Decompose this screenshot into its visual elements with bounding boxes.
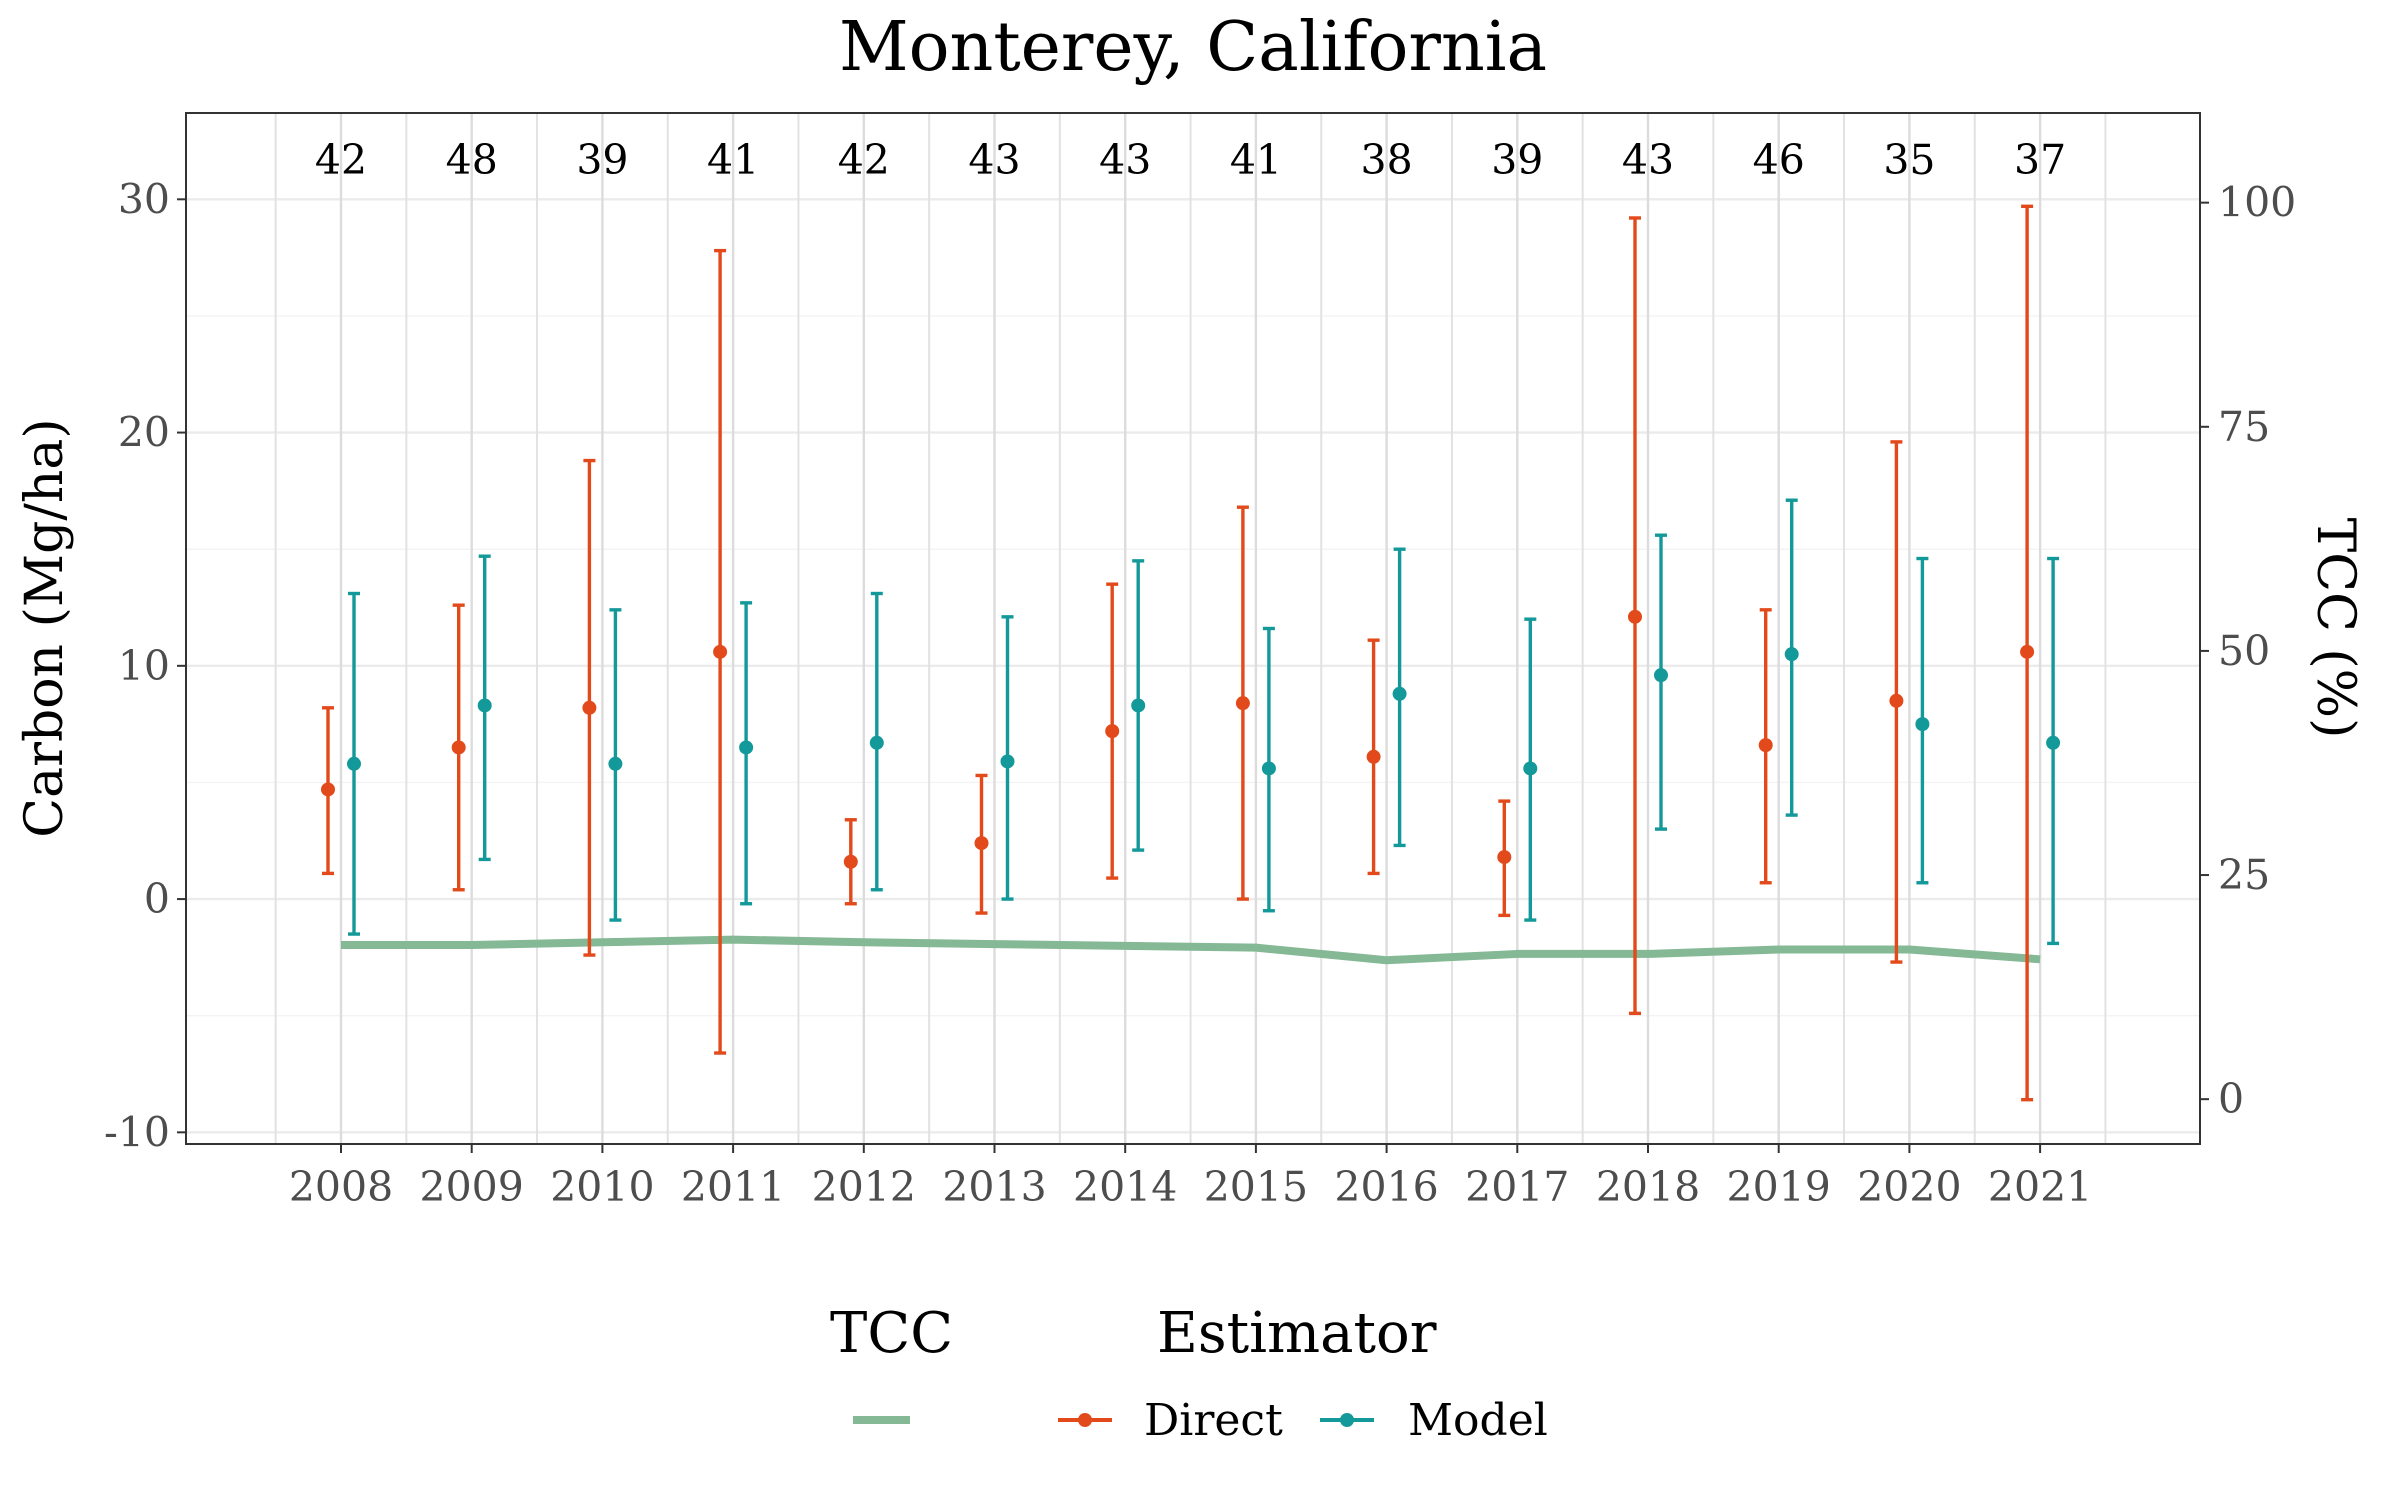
x-tick-label: 2021 [1988,1163,2092,1211]
model-point [1784,647,1799,662]
count-label: 41 [1230,136,1282,184]
x-tick-label: 2020 [1857,1163,1961,1211]
x-tick-label: 2012 [812,1163,916,1211]
legend-title-estimator: Estimator [1157,1301,1437,1366]
model-point [2046,735,2061,750]
grid-layer [186,113,2200,1144]
y-tick-label: -10 [104,1108,170,1156]
direct-point [1366,749,1381,764]
model-point [347,756,361,771]
chart-title: Monterey, California [839,8,1547,87]
marks-layer [321,204,2061,1102]
y2-tick-label: 25 [2218,851,2270,899]
plot-panel-border [185,112,2201,1145]
tcc-line [341,935,2041,965]
model-point [1654,668,1668,683]
y2-tick-label: 75 [2218,403,2270,451]
direct-point [1628,609,1642,624]
count-label: 43 [1622,136,1674,184]
direct-point [451,740,466,755]
direct-point [843,854,858,869]
legend-title-tcc: TCC [830,1301,953,1366]
model-point [1261,761,1276,776]
direct-point [582,700,597,715]
legend-label-direct: Direct [1144,1395,1283,1446]
direct-point [1497,850,1512,865]
count-label: 43 [1099,136,1151,184]
count-label: 42 [838,136,890,184]
x-tick-label: 2010 [550,1163,654,1211]
y2-tick-label: 50 [2218,627,2270,675]
count-label: 38 [1361,136,1413,184]
count-label: 35 [1883,136,1935,184]
y-tick-label: 0 [144,875,170,923]
count-label: 46 [1753,136,1805,184]
y-axis-title: Carbon (Mg/ha) [15,418,75,837]
count-label: 39 [1491,136,1543,184]
x-tick-label: 2008 [289,1163,393,1211]
direct-point [974,836,989,851]
direct-point [1105,724,1120,739]
legend-key-model-point [1340,1413,1354,1427]
count-label: 42 [315,136,367,184]
model-point [477,698,492,713]
count-label: 41 [707,136,759,184]
x-tick-label: 2013 [942,1163,1046,1211]
x-tick-label: 2015 [1204,1163,1308,1211]
model-point [1000,754,1015,769]
direct-point [1889,693,1904,708]
x-tick-label: 2017 [1465,1163,1569,1211]
model-point [1915,717,1930,732]
x-tick-label: 2009 [420,1163,524,1211]
count-label: 37 [2014,136,2066,184]
count-label: 43 [968,136,1020,184]
y-tick-label: 10 [118,642,170,690]
x-tick-label: 2016 [1334,1163,1438,1211]
direct-point [1235,696,1250,711]
y2-axis-title: TCC (%) [2305,518,2365,739]
count-label: 39 [576,136,628,184]
model-point [608,756,623,771]
legend: TCC Estimator Direct Model [830,1301,1548,1446]
direct-point [2020,644,2035,659]
y-tick-label: 20 [118,409,170,457]
y2-tick-label: 0 [2218,1075,2244,1123]
x-tick-label: 2014 [1073,1163,1177,1211]
x-tick-label: 2019 [1727,1163,1831,1211]
x-tick-label: 2011 [681,1163,785,1211]
model-point [739,740,754,755]
tcc-layer [341,935,2041,965]
count-label: 48 [446,136,498,184]
y2-tick-label: 100 [2218,179,2296,227]
direct-point [713,644,728,659]
model-point [1392,686,1407,701]
x-tick-label: 2018 [1596,1163,1700,1211]
model-point [1131,698,1146,713]
legend-key-direct-point [1078,1413,1092,1427]
count-layer: 42 48 39 41 42 43 43 41 38 39 43 46 35 37 [315,136,2066,184]
axis-layer: -10 0 10 20 30 0 25 50 75 100 2008 2009 2010 2011 2012… [104,175,2296,1211]
direct-point [321,782,335,797]
model-point [869,735,884,750]
direct-point [1758,738,1773,753]
y-tick-label: 30 [118,175,170,223]
model-point [1523,761,1538,776]
legend-label-model: Model [1408,1395,1548,1446]
